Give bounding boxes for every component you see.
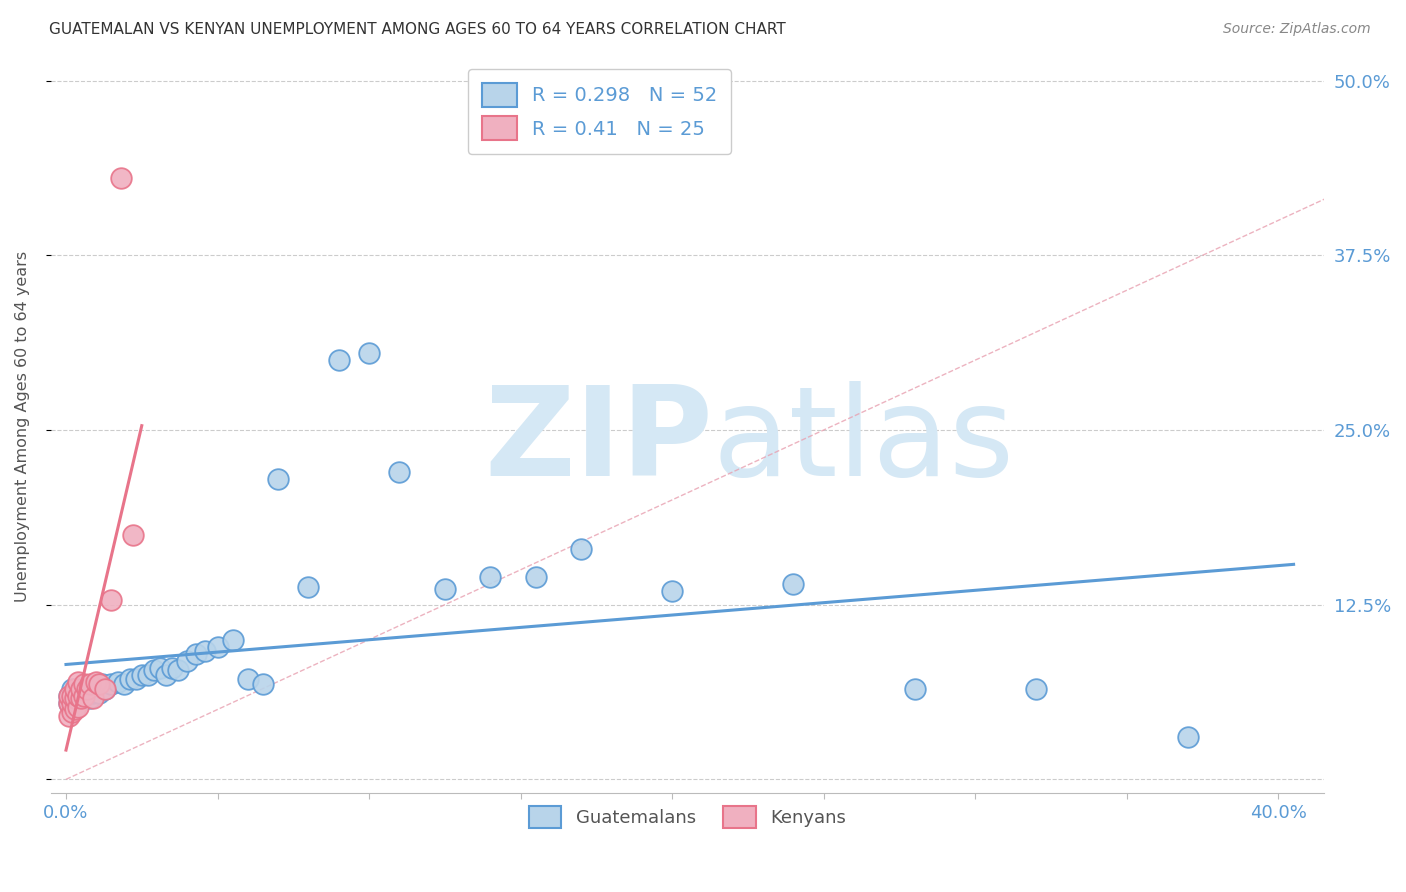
Point bbox=[782, 576, 804, 591]
Point bbox=[569, 541, 592, 556]
Text: GUATEMALAN VS KENYAN UNEMPLOYMENT AMONG AGES 60 TO 64 YEARS CORRELATION CHART: GUATEMALAN VS KENYAN UNEMPLOYMENT AMONG … bbox=[49, 22, 786, 37]
Point bbox=[76, 681, 98, 696]
Point bbox=[136, 667, 159, 681]
Point bbox=[100, 593, 122, 607]
Point bbox=[118, 672, 141, 686]
Point bbox=[149, 660, 172, 674]
Point bbox=[359, 346, 381, 360]
Point bbox=[73, 681, 96, 696]
Point bbox=[236, 672, 259, 686]
Point bbox=[60, 702, 83, 716]
Point bbox=[58, 709, 80, 723]
Point bbox=[63, 691, 86, 706]
Point bbox=[82, 691, 104, 706]
Point bbox=[110, 171, 132, 186]
Point bbox=[73, 677, 96, 691]
Point bbox=[58, 696, 80, 710]
Point bbox=[79, 677, 101, 691]
Point bbox=[67, 689, 90, 703]
Point bbox=[1025, 681, 1047, 696]
Point bbox=[70, 686, 93, 700]
Point bbox=[82, 686, 104, 700]
Point bbox=[58, 689, 80, 703]
Point bbox=[186, 647, 208, 661]
Point bbox=[67, 689, 90, 703]
Point bbox=[167, 664, 190, 678]
Point bbox=[131, 667, 153, 681]
Point bbox=[58, 696, 80, 710]
Point bbox=[60, 681, 83, 696]
Point bbox=[63, 691, 86, 706]
Point bbox=[524, 570, 547, 584]
Point bbox=[388, 465, 411, 479]
Point bbox=[91, 677, 114, 691]
Point bbox=[155, 667, 177, 681]
Point bbox=[63, 686, 86, 700]
Point bbox=[904, 681, 927, 696]
Point bbox=[84, 674, 107, 689]
Point bbox=[297, 580, 319, 594]
Point bbox=[60, 696, 83, 710]
Point bbox=[121, 528, 143, 542]
Point bbox=[70, 691, 93, 706]
Point bbox=[60, 706, 83, 720]
Point bbox=[100, 677, 122, 691]
Y-axis label: Unemployment Among Ages 60 to 64 years: Unemployment Among Ages 60 to 64 years bbox=[15, 251, 30, 602]
Point bbox=[58, 689, 80, 703]
Point bbox=[76, 689, 98, 703]
Point bbox=[94, 681, 117, 696]
Point bbox=[70, 691, 93, 706]
Point bbox=[207, 640, 229, 654]
Point bbox=[328, 353, 350, 368]
Legend: Guatemalans, Kenyans: Guatemalans, Kenyans bbox=[522, 799, 853, 836]
Point bbox=[176, 654, 198, 668]
Point bbox=[142, 664, 165, 678]
Point bbox=[112, 677, 135, 691]
Point bbox=[70, 681, 93, 696]
Point bbox=[89, 677, 111, 691]
Point bbox=[73, 689, 96, 703]
Point bbox=[125, 672, 148, 686]
Point bbox=[84, 681, 107, 696]
Point bbox=[160, 660, 183, 674]
Point bbox=[661, 583, 683, 598]
Point bbox=[267, 472, 290, 486]
Point bbox=[67, 699, 90, 714]
Point bbox=[433, 582, 456, 597]
Point bbox=[79, 691, 101, 706]
Point bbox=[67, 696, 90, 710]
Point bbox=[252, 677, 274, 691]
Point bbox=[94, 681, 117, 696]
Text: Source: ZipAtlas.com: Source: ZipAtlas.com bbox=[1223, 22, 1371, 37]
Point bbox=[63, 681, 86, 696]
Point bbox=[479, 570, 502, 584]
Point bbox=[1177, 731, 1199, 745]
Point bbox=[63, 702, 86, 716]
Point bbox=[222, 632, 245, 647]
Point bbox=[194, 644, 217, 658]
Point bbox=[107, 674, 129, 689]
Text: ZIP: ZIP bbox=[484, 381, 713, 501]
Point bbox=[67, 674, 90, 689]
Point bbox=[60, 689, 83, 703]
Text: atlas: atlas bbox=[713, 381, 1015, 501]
Point bbox=[89, 686, 111, 700]
Point bbox=[73, 689, 96, 703]
